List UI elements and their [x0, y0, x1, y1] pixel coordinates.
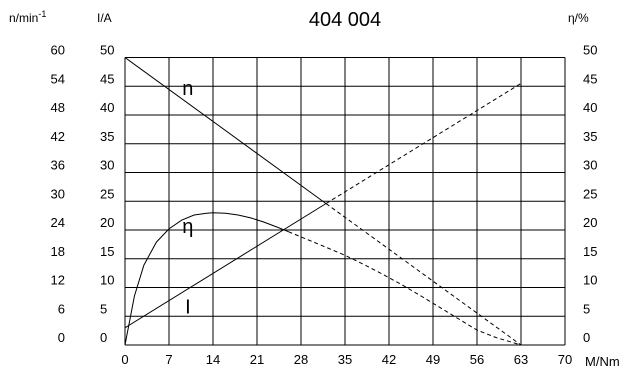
efficiency-tick-label: 0	[583, 330, 590, 345]
series-label-n: n	[182, 78, 193, 100]
speed-tick-label: 30	[51, 186, 65, 201]
efficiency-tick-label: 20	[583, 215, 597, 230]
current-tick-label: 0	[100, 330, 107, 345]
speed-tick-label: 60	[51, 43, 65, 58]
speed-tick-label: 18	[51, 244, 65, 259]
efficiency-tick-label: 10	[583, 273, 597, 288]
series-lines	[124, 57, 522, 346]
speed-tick-label: 54	[51, 71, 65, 86]
speed-tick-label: 24	[51, 215, 65, 230]
current-axis-label: I/A	[97, 11, 112, 25]
speed-axis-label-exponent: -1	[38, 9, 46, 19]
speed-axis-label-main: n/min	[9, 11, 38, 25]
x-tick-label: 49	[426, 352, 440, 367]
series-label-η: η	[182, 216, 193, 238]
x-tick-label: 7	[165, 352, 172, 367]
efficiency-tick-label: 45	[583, 71, 597, 86]
x-axis-label: M/Nm	[585, 354, 620, 369]
speed-tick-label: 0	[58, 330, 65, 345]
x-tick-label: 56	[470, 352, 484, 367]
efficiency-tick-label: 40	[583, 100, 597, 115]
current-tick-label: 5	[100, 301, 107, 316]
x-tick-label: 14	[206, 352, 220, 367]
current-tick-label: 10	[100, 273, 114, 288]
speed-tick-label: 6	[58, 301, 65, 316]
efficiency-tick-label: 50	[583, 43, 597, 58]
speed-tick-label: 12	[51, 273, 65, 288]
x-tick-label: 70	[558, 352, 572, 367]
speed-tick-label: 42	[51, 129, 65, 144]
x-tick-label: 63	[514, 352, 528, 367]
efficiency-axis-label: η/%	[568, 11, 589, 25]
series-label-I: I	[185, 296, 191, 318]
current-tick-label: 15	[100, 244, 114, 259]
current-tick-label: 25	[100, 186, 114, 201]
series-line-efficiency-solid	[124, 212, 289, 346]
efficiency-tick-label: 35	[583, 129, 597, 144]
series-line-current-solid	[124, 203, 327, 329]
current-tick-label: 20	[100, 215, 114, 230]
speed-axis-label: n/min-1	[9, 9, 46, 25]
efficiency-tick-label: 5	[583, 301, 590, 316]
series-line-speed-dashed	[325, 203, 522, 346]
x-tick-label: 42	[382, 352, 396, 367]
x-tick-label: 21	[250, 352, 264, 367]
efficiency-tick-label: 15	[583, 244, 597, 259]
current-tick-label: 30	[100, 158, 114, 173]
series-line-speed-solid	[124, 57, 327, 205]
current-tick-label: 35	[100, 129, 114, 144]
chart-title: 404 004	[309, 9, 381, 31]
efficiency-tick-label: 25	[583, 186, 597, 201]
tick-labels: 0 7 14 21 28 35 42 49 56 63 70 0 6 12 18 24 30 36 42 48 54 60…	[51, 43, 598, 368]
series-labels: n η I	[182, 78, 193, 319]
current-tick-label: 50	[100, 43, 114, 58]
speed-tick-label: 36	[51, 158, 65, 173]
current-tick-label: 45	[100, 71, 114, 86]
speed-tick-label: 48	[51, 100, 65, 115]
x-tick-label: 28	[294, 352, 308, 367]
x-tick-label: 0	[121, 352, 128, 367]
grid	[124, 57, 566, 346]
current-tick-label: 40	[100, 100, 114, 115]
x-tick-label: 35	[338, 352, 352, 367]
efficiency-tick-label: 30	[583, 158, 597, 173]
series-line-current-dashed	[325, 82, 522, 204]
series-line-efficiency-dashed	[288, 231, 522, 346]
